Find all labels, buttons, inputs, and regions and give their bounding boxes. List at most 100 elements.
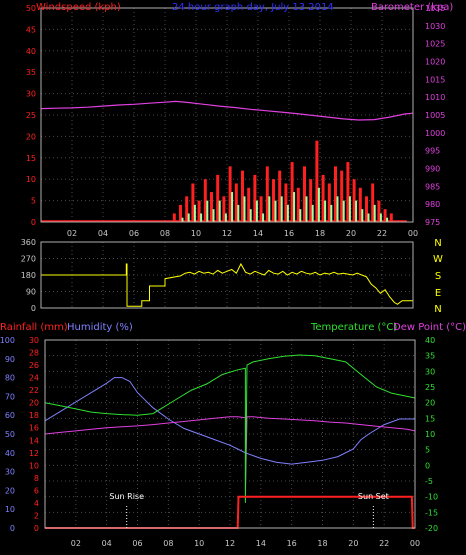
barometer-tick-label: 985 [425,182,440,191]
barometer-tick-label: 1020 [425,58,445,67]
windspeed-bar [334,166,337,222]
humidity-tick-label: 0 [10,524,15,533]
barometer-tick-label: 1010 [425,93,445,102]
temperature-tick-label: 35 [425,352,435,361]
rain-tick-label: 12 [29,449,39,458]
humidity-axis-label: Humidity (%) [67,322,133,333]
wind-average-bar [255,200,258,222]
humidity-tick-labels: 0 10 20 30 40 50 60 70 80 90 100 [0,336,15,533]
windspeed-bar [179,204,182,222]
windspeed-bar [278,170,282,222]
humidity-tick-label: 70 [5,392,15,401]
windspeed-bar [321,174,325,222]
wind-average-bar [373,204,376,222]
humidity-tick-label: 20 [5,486,15,495]
temperature-frame [44,339,416,529]
rain-tick-label: 4 [34,499,39,508]
direction-tick-label: 0 [31,304,36,313]
wind-average-bar [237,204,240,222]
windspeed-tick-label: 10 [26,175,36,184]
wind-average-bar [181,217,184,222]
humidity-line [44,377,415,465]
x-tick-label: 10 [194,539,204,548]
direction-tick-label: 90 [26,288,36,297]
x-tick-label: 06 [132,539,142,548]
windspeed-bar [259,196,263,222]
humidity-tick-label: 100 [0,336,15,345]
humidity-tick-label: 40 [5,449,15,458]
windspeed-tick-label: 30 [26,90,36,99]
rain-tick-label: 30 [29,336,39,345]
windspeed-bar [340,170,344,222]
windspeed-bar [172,213,176,222]
x-tick-label: 16 [287,539,297,548]
temperature-tick-label: 5 [425,446,430,455]
windspeed-bar [241,170,244,222]
wind-average-bar [311,204,314,222]
barometer-tick-label: 980 [425,200,440,209]
wind-marks [40,100,414,222]
x-tick-label: 08 [163,539,173,548]
wind-average-bar [299,209,302,222]
windspeed-bar [210,192,213,222]
x-tick-label: 02 [67,229,77,238]
x-tick-label: 00 [408,229,418,238]
windspeed-tick-label: 50 [26,4,36,13]
direction-tick-label: 270 [21,255,36,264]
x-tick-label: 14 [256,539,266,548]
compass-label: N [434,238,441,249]
x-tick-label: 00 [410,539,420,548]
rain-tick-label: 16 [29,424,39,433]
windspeed-bar [377,200,381,222]
humidity-tick-label: 30 [5,468,15,477]
windspeed-bar [222,196,226,222]
wind-average-bar [249,209,252,222]
rain-tick-label: 8 [34,474,39,483]
wind-average-bar [206,200,209,222]
windspeed-bar [203,179,207,222]
windspeed-bar [284,183,288,222]
wind-average-bar [305,196,308,222]
wind-average-bar [361,209,364,222]
x-tick-label: 20 [346,229,356,238]
temperature-tick-labels: -20 -15 -10 -5 0 5 10 15 20 25 30 35 40 [425,336,438,533]
rain-tick-label: 20 [29,399,39,408]
wind-average-bar [336,196,339,222]
x-tick-label: 20 [348,539,358,548]
rain-tick-label: 10 [29,461,39,470]
windspeed-bar [216,174,220,222]
compass-label: W [433,254,443,265]
direction-tick-labels: 0 90 180 270 360 [21,238,36,313]
temperature-tick-label: 40 [425,336,435,345]
temperature-tick-label: -20 [425,524,438,533]
wind-average-bar [317,187,320,222]
windspeed-bar [315,140,319,222]
wind-average-bar [280,196,283,222]
wind-average-bar [330,204,333,222]
wind-average-bar [231,192,234,222]
rain-tick-label: 22 [29,386,39,395]
temperature-tick-label: -5 [425,477,433,486]
barometer-tick-label: 1035 [425,4,445,13]
temperature-tick-label: 15 [425,414,435,423]
wind-direction-line [41,262,413,307]
windspeed-bar [389,213,393,222]
wind-average-bar [218,200,221,222]
windspeed-bar [358,187,362,222]
temperature-x-tick-labels: 02 04 06 08 10 12 14 16 18 20 22 00 [71,539,420,548]
rain-tick-label: 18 [29,411,39,420]
barometer-tick-label: 990 [425,165,440,174]
wind-average-bar [262,213,265,222]
windspeed-bar [352,179,356,222]
windspeed-bar [296,187,300,222]
windspeed-bar [247,187,251,222]
wind-frame [40,7,414,223]
barometer-tick-labels: 975 980 985 990 995 1000 1005 1010 1015 1020 1025 1… [425,4,445,227]
wind-x-tick-labels: 02 04 06 08 10 12 14 16 18 20 22 00 [67,229,418,238]
